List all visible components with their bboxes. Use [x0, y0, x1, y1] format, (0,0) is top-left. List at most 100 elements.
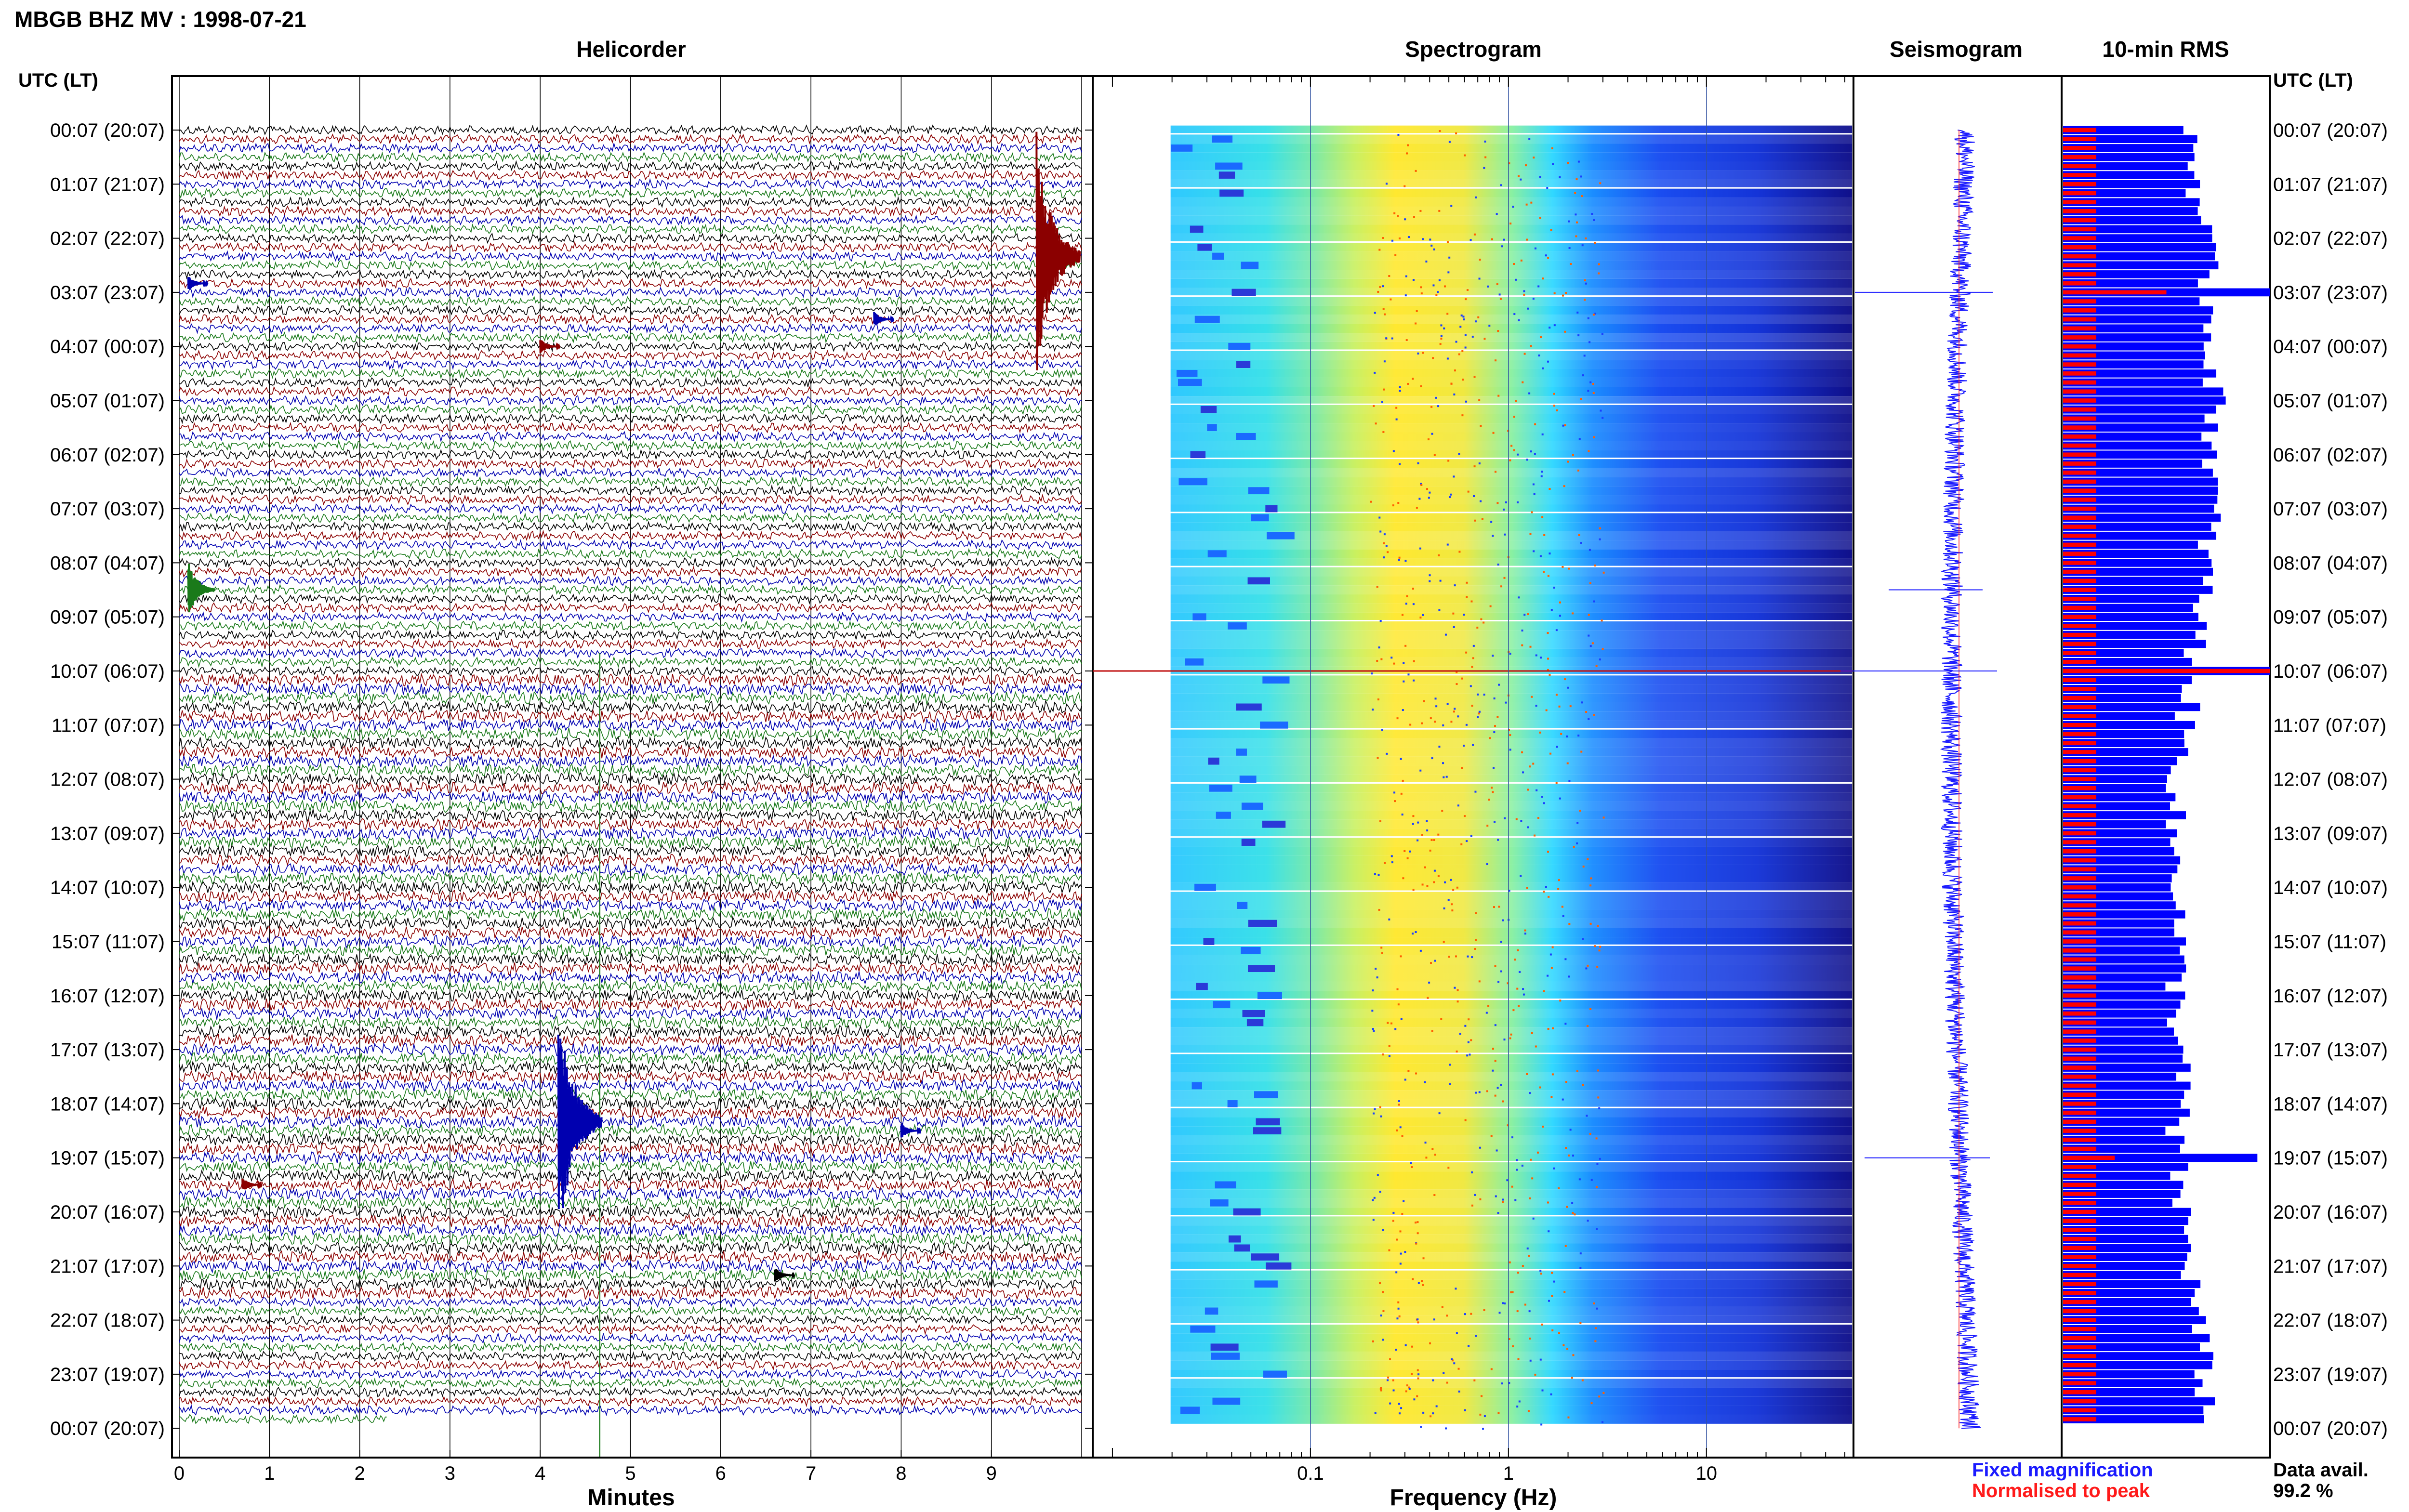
rms-bar-fixed [2063, 396, 2226, 405]
rms-bar-normalised [2063, 1363, 2096, 1367]
helicorder-trace-row [179, 313, 1082, 326]
spectrogram-speckle [1464, 334, 1467, 336]
spectrogram-speckle [1585, 967, 1588, 970]
spectrogram-speckle [1598, 263, 1600, 265]
rms-bar-fixed [2063, 586, 2213, 594]
spectrogram-speckle [1517, 949, 1519, 951]
spectrogram-speckle [1483, 338, 1486, 340]
rms-bar-normalised [2063, 398, 2096, 403]
spectrogram-blip [1248, 965, 1275, 973]
seismogram-panel [1840, 75, 2063, 1459]
spectrogram-row [1170, 621, 1853, 631]
spectrogram-speckle [1555, 694, 1558, 696]
spectrogram-speckle [1528, 138, 1531, 140]
spectrogram-speckle [1380, 1389, 1382, 1392]
spectrogram-speckle [1489, 737, 1491, 739]
spectrogram-blip [1265, 505, 1278, 513]
spectrogram-speckle [1543, 571, 1545, 573]
spectrogram-speckle [1432, 284, 1435, 287]
helicorder-trace-row [179, 789, 1082, 805]
spectrogram-speckle [1562, 565, 1564, 568]
spectrogram-speckle [1419, 210, 1422, 212]
spectrogram-speckle [1372, 1219, 1375, 1221]
spectrogram-speckle [1559, 176, 1561, 179]
helicorder-trace-row [179, 1141, 1082, 1157]
spectrogram-speckle [1458, 453, 1460, 455]
spectrogram-row [1170, 792, 1853, 802]
rms-bar-normalised [2063, 1282, 2096, 1287]
spectrogram-speckle [1455, 955, 1457, 958]
rms-bar-normalised [2063, 1002, 2096, 1007]
spectrogram-blip [1241, 839, 1256, 846]
spectrogram-speckle [1464, 1409, 1466, 1411]
spectrogram-speckle [1474, 1194, 1476, 1196]
spectrogram-row [1170, 828, 1853, 837]
spectrogram-blip [1180, 1407, 1200, 1414]
spectrogram-speckle [1602, 1392, 1605, 1394]
spectrogram-row [1170, 1171, 1853, 1181]
spectrogram-speckle [1440, 335, 1443, 337]
spectrogram-speckle [1416, 1221, 1419, 1223]
time-label-left: 04:07 (00:07) [50, 336, 165, 357]
helicorder-trace-row [179, 556, 1082, 569]
helicorder-trace-row [179, 1105, 1082, 1120]
spectrogram-speckle [1532, 483, 1535, 486]
spectrogram-speckle [1415, 1072, 1417, 1075]
spectrogram-speckle [1373, 1196, 1376, 1199]
rms-bar-fixed [2063, 270, 2210, 278]
spectrogram-speckle [1580, 175, 1582, 178]
rms-bar-fixed [2063, 540, 2198, 549]
frequency-tick-label: 0.1 [1297, 1463, 1324, 1484]
rms-bar-normalised [2063, 1092, 2096, 1097]
minute-tick-label: 1 [264, 1463, 275, 1484]
spectrogram-blip [1233, 1208, 1261, 1216]
spectrogram-speckle [1425, 1157, 1428, 1159]
spectrogram-speckle [1403, 1200, 1405, 1202]
helicorder-trace-row [179, 1060, 1082, 1076]
spectrogram-speckle [1550, 967, 1553, 969]
helicorder-trace-row [179, 548, 1082, 560]
spectrogram-row [1170, 1045, 1853, 1053]
spectrogram-speckle [1439, 130, 1441, 132]
spectrogram-speckle [1571, 1202, 1574, 1204]
time-label-right: 14:07 (10:07) [2273, 877, 2388, 898]
spectrogram-row [1170, 1243, 1853, 1253]
helicorder-trace-row [179, 988, 1082, 1003]
helicorder-trace-row [179, 223, 1082, 235]
spectrogram-gap [1170, 1106, 1853, 1108]
spectrogram-speckle [1577, 160, 1580, 163]
spectrogram-speckle [1559, 615, 1562, 617]
spectrogram-speckle [1593, 714, 1595, 716]
helicorder-trace-row [179, 1087, 1082, 1102]
spectrogram-row [1170, 1216, 1853, 1226]
spectrogram-blip [1241, 262, 1259, 269]
spectrogram-speckle [1390, 657, 1393, 659]
spectrogram-row [1170, 558, 1853, 566]
spectrogram-speckle [1517, 1272, 1519, 1274]
spectrogram-speckle [1584, 279, 1586, 281]
spectrogram-speckle [1475, 939, 1477, 941]
spectrogram-speckle [1406, 595, 1408, 597]
spectrogram-speckle [1405, 603, 1407, 605]
spectrogram-speckle [1547, 974, 1549, 977]
rms-bar-fixed [2063, 613, 2198, 621]
spectrogram-speckle [1409, 723, 1412, 726]
spectrogram-speckle [1446, 1381, 1448, 1384]
time-label-right: 02:07 (22:07) [2273, 228, 2388, 250]
rms-bar-normalised [2063, 1236, 2096, 1241]
helicorder-title: Helicorder [576, 37, 686, 62]
time-label-right: 23:07 (19:07) [2273, 1364, 2388, 1385]
spectrogram-speckle [1385, 337, 1388, 340]
spectrogram-speckle [1474, 320, 1477, 323]
spectrogram-speckle [1387, 551, 1389, 553]
spectrogram-speckle [1396, 1317, 1399, 1320]
helicorder-trace-row [179, 862, 1082, 877]
spectrogram-speckle [1393, 212, 1396, 214]
spectrogram-speckle [1553, 1280, 1555, 1283]
spectrogram-blip [1263, 1370, 1287, 1378]
spectrogram-speckle [1503, 1039, 1506, 1041]
spectrogram-speckle [1540, 1423, 1543, 1426]
spectrogram-speckle [1470, 835, 1472, 837]
spectrogram-blip [1212, 252, 1224, 260]
spectrogram-speckle [1511, 1136, 1514, 1139]
